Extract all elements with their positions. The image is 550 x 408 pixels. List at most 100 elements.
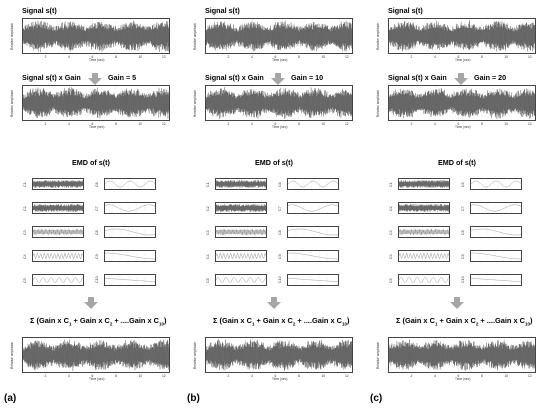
imf-plot-right-label: C8 [278,230,282,235]
signal-trace [23,20,169,53]
imf-plot-left [32,202,84,214]
waveform [399,179,449,189]
signal-plot-xtick: 6 [91,54,94,59]
down-arrow-icon [84,297,98,309]
down-arrow-icon [454,73,468,85]
waveform [33,251,83,261]
signal-plot-xtick: 12 [344,54,349,59]
reconstructed-signal-plot-xlabel: Time (sec) [272,377,288,381]
imf-plot-left [215,274,267,286]
imf-plot-right [287,226,339,238]
signal-trace [216,180,266,188]
formula-text: + Gain x C [254,316,293,325]
signal-trace [399,228,449,236]
reconstructed-signal-plot-xtick: 12 [527,373,532,378]
imf-plot-right [470,274,522,286]
down-arrow-icon [88,73,102,85]
signal-trace [399,180,449,188]
gained-signal-plot-xtick: 8 [480,121,483,126]
signal-trace [471,180,521,188]
imf-plot-left-label: C3 [23,230,27,235]
imf-plot-right-label: C10 [95,276,99,283]
imf-plot-right-label: C7 [95,206,99,211]
down-arrow-icon [271,73,285,85]
signal-trace [33,228,83,235]
reconstructed-signal-plot-xtick: 2 [227,373,230,378]
formula-text: ) [347,316,350,325]
gained-signal-plot-xtick: 12 [344,121,349,126]
signal-trace [206,87,352,120]
waveform [105,203,155,213]
imf-plot-left-label: C2 [206,206,210,211]
gained-signal-plot-xtick: 10 [138,121,143,126]
gained-signal-plot-xtick: 2 [227,121,230,126]
reconstructed-signal-plot-xtick: 2 [44,373,47,378]
imf-plot-left-label: C2 [23,206,27,211]
gain-value: Gain = 20 [474,73,507,82]
waveform [288,203,338,213]
imf-plot-left-label: C4 [23,254,27,259]
signal-trace [389,20,535,52]
gained-signal-plot-xtick: 4 [250,121,253,126]
imf-plot-left [215,178,267,190]
imf-plot-left [32,226,84,238]
panel-label: (b) [187,393,200,404]
signal-plot-xlabel: Time (sec) [455,58,471,62]
imf-plot-right [104,202,156,214]
gained-signal-plot [22,85,170,121]
signal-trace [471,228,521,236]
reconstructed-signal-plot-ylabel: Relative amplitude [10,341,14,369]
imf-plot-right-label: C6 [95,182,99,187]
reconstructed-signal-plot-xtick: 4 [433,373,436,378]
imf-plot-right [104,178,156,190]
signal-trace [288,204,338,212]
gained-signal-plot-ylabel: Relative amplitude [193,89,197,117]
gained-signal-plot-xtick: 2 [410,121,413,126]
gained-signal-plot-xtick: 6 [457,121,460,126]
imf-plot-right [470,178,522,190]
gained-signal-plot-xlabel: Time (sec) [455,125,471,129]
gained-signal-plot-xtick: 4 [67,121,70,126]
reconstructed-signal-plot-xtick: 6 [274,373,277,378]
gained-signal-plot-xlabel: Time (sec) [89,125,105,129]
waveform [216,227,266,237]
formula-text: + ....Gain x C [112,316,159,325]
reconstructed-signal-plot-xtick: 10 [504,373,509,378]
waveform [105,251,155,261]
imf-plot-left [398,178,450,190]
reconstructed-signal-plot-ylabel: Relative amplitude [193,341,197,369]
signal-plot-xtick: 10 [138,54,143,59]
waveform [206,19,352,53]
emd-title: EMD of s(t) [255,158,293,167]
signal-plot-xtick: 10 [321,54,326,59]
waveform [288,179,338,189]
imf-plot-right [287,250,339,262]
waveform [216,251,266,261]
imf-plot-left-label: C1 [206,182,210,187]
formula-subscript: 2 [475,321,479,327]
imf-plot-right-label: C9 [278,254,282,259]
column-3: Signal s(t) Relative amplitude 2 4 6 8 10 12 Tim… [366,0,546,408]
waveform [105,275,155,285]
gained-signal-plot-xtick: 8 [297,121,300,126]
reconstructed-signal-plot-xtick: 8 [480,373,483,378]
waveform [389,86,535,120]
gain-arrow [88,72,102,90]
imf-plot-right [287,178,339,190]
waveform [471,203,521,213]
signal-trace [33,277,83,283]
imf-plot-right-label: C7 [278,206,282,211]
signal-trace [216,204,266,212]
signal-trace [33,204,83,212]
sum-arrow [84,296,98,314]
signal-plot-xlabel: Time (sec) [89,58,105,62]
signal-trace [389,88,535,120]
signal-plot-xtick: 10 [504,54,509,59]
gain-value: Gain = 5 [108,73,137,82]
formula-subscript: 1 [434,321,438,327]
imf-plot-right [470,226,522,238]
imf-plot-left [215,250,267,262]
waveform [216,203,266,213]
waveform [288,227,338,237]
formula-text: Σ (Gain x C [213,316,252,325]
